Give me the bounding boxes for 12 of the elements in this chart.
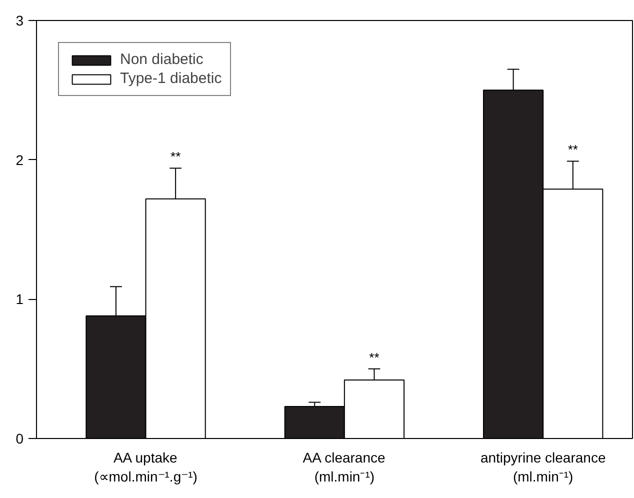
annotation: ** [170,149,181,164]
y-tick-label: 3 [16,12,24,28]
x-tick-label: antipyrine clearance (ml.min⁻¹) [480,450,606,485]
y-tick-label: 0 [16,430,24,446]
annotation: ** [568,142,578,158]
x-tick-label: AA clearance (ml.min⁻¹) [302,450,386,485]
y-tick-label: 1 [16,291,24,308]
legend-label: Type-1 diabetic [120,70,222,87]
annotation: ** [369,350,380,365]
x-tick-label: AA uptake (∝mol.min⁻¹.g⁻¹) [94,450,198,485]
y-tick-label: 2 [16,152,24,168]
legend-label: Non diabetic [120,51,204,68]
